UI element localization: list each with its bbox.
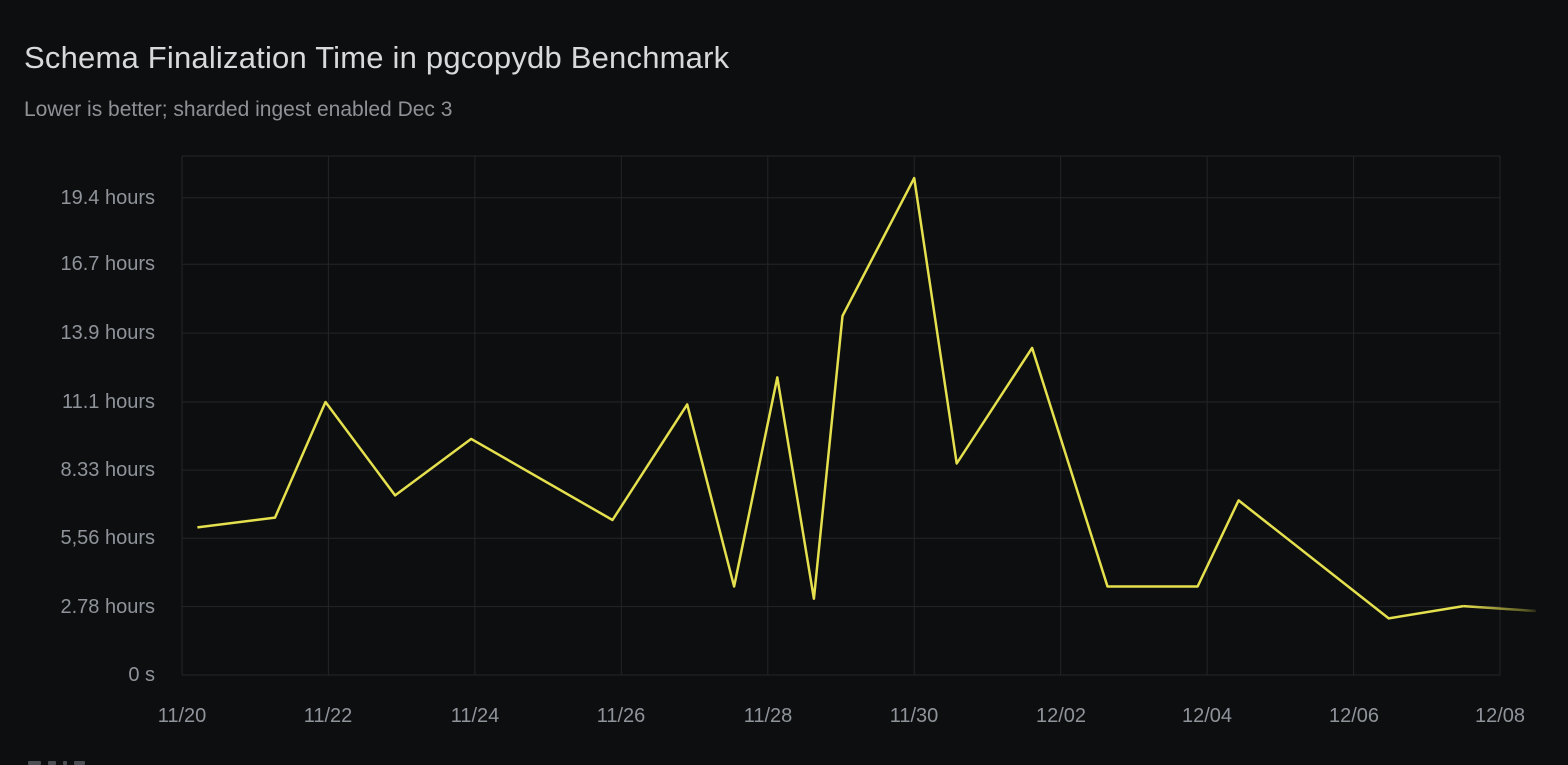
- y-tick-label: 0 s: [128, 664, 155, 686]
- legend-glyph-fragment: [63, 761, 67, 765]
- legend-clipped-fragment: [28, 761, 85, 765]
- series-line-fade: [1463, 604, 1536, 613]
- panel-title: Schema Finalization Time in pgcopydb Ben…: [24, 40, 730, 75]
- series-line: [197, 176, 1464, 620]
- x-tick-label: 11/26: [596, 705, 646, 727]
- plot-area[interactable]: [182, 156, 1500, 675]
- x-tick-label: 11/20: [157, 705, 207, 727]
- y-tick-label: 16.7 hours: [60, 253, 155, 275]
- y-tick-label: 19.4 hours: [60, 187, 155, 209]
- y-tick-label: 5,56 hours: [60, 527, 155, 549]
- y-tick-label: 2.78 hours: [60, 596, 155, 618]
- x-tick-label: 11/28: [743, 705, 793, 727]
- x-tick-label: 11/22: [303, 705, 353, 727]
- x-tick-label: 12/06: [1328, 705, 1380, 727]
- x-tick-label: 12/08: [1474, 705, 1526, 727]
- x-tick-label: 11/30: [889, 705, 939, 727]
- y-tick-label: 13.9 hours: [60, 322, 155, 344]
- legend-glyph-fragment: [48, 761, 56, 765]
- legend-glyph-fragment: [28, 761, 41, 765]
- legend-glyph-fragment: [74, 761, 85, 765]
- panel-subtitle: Lower is better; sharded ingest enabled …: [24, 98, 453, 121]
- x-tick-label: 11/24: [450, 705, 500, 727]
- y-tick-label: 8.33 hours: [60, 459, 155, 481]
- y-tick-label: 11.1 hours: [61, 391, 155, 413]
- x-tick-label: 12/04: [1181, 705, 1233, 727]
- x-tick-label: 12/02: [1035, 705, 1087, 727]
